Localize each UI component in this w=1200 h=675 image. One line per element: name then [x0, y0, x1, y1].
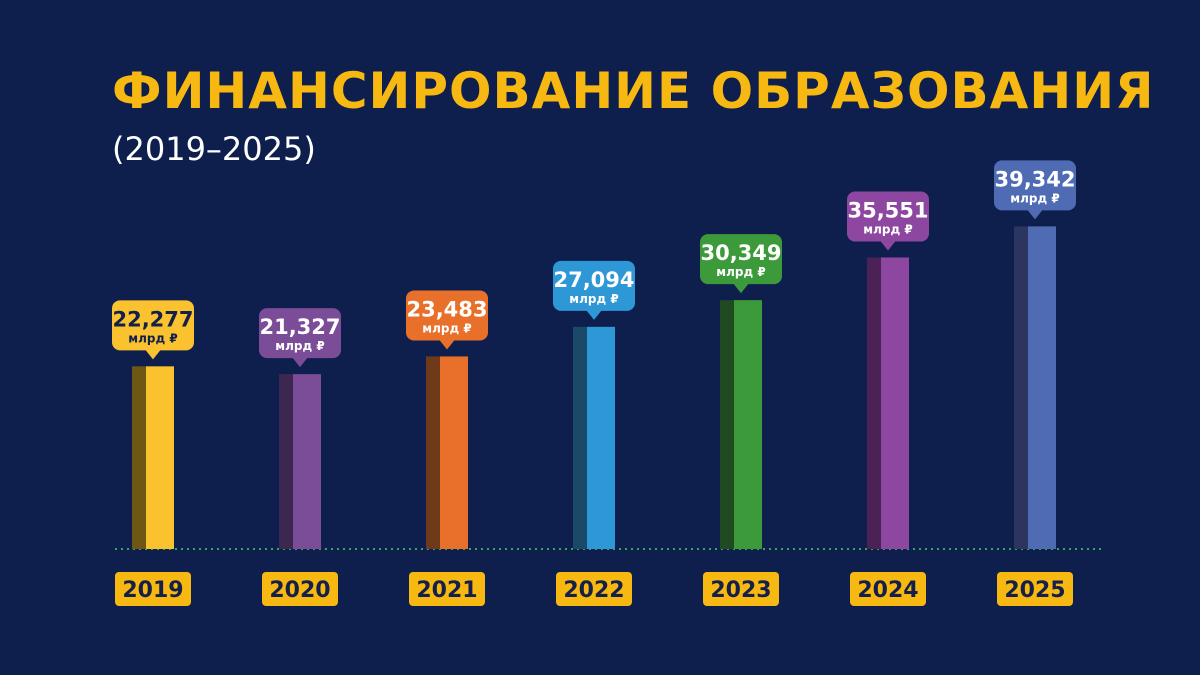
chart-subtitle: (2019–2025)	[112, 130, 316, 168]
bar-shade-2023	[720, 300, 734, 549]
unit-label-2024: млрд ₽	[863, 222, 912, 236]
value-label-2021: 23,483	[406, 297, 487, 321]
year-badge-2024	[850, 572, 926, 606]
year-label-2021: 2021	[416, 578, 477, 603]
value-label-2025: 39,342	[994, 167, 1075, 191]
year-label-2024: 2024	[857, 578, 918, 603]
callout-pointer-2020	[292, 357, 308, 368]
unit-label-2020: млрд ₽	[275, 339, 324, 353]
year-badge-2020	[262, 572, 338, 606]
value-callout-2025	[994, 160, 1076, 211]
bar-2025	[1028, 226, 1056, 549]
value-callout-2020	[259, 308, 341, 359]
value-label-2024: 35,551	[847, 198, 928, 222]
unit-label-2021: млрд ₽	[422, 321, 471, 335]
year-badge-2019	[115, 572, 191, 606]
bar-shade-2019	[132, 366, 146, 549]
callout-pointer-2024	[880, 240, 896, 251]
year-badge-2021	[409, 572, 485, 606]
bar-2020	[293, 374, 321, 549]
bar-2022	[587, 326, 615, 549]
year-badge-2025	[997, 572, 1073, 606]
callout-pointer-2023	[733, 283, 749, 294]
callout-pointer-2025	[1027, 209, 1043, 220]
callout-pointer-2019	[145, 349, 161, 360]
year-label-2020: 2020	[269, 578, 330, 603]
year-label-2022: 2022	[563, 578, 624, 603]
bar-shade-2020	[279, 374, 293, 549]
unit-label-2019: млрд ₽	[128, 331, 177, 345]
bar-shade-2024	[867, 257, 881, 549]
unit-label-2022: млрд ₽	[569, 292, 618, 306]
unit-label-2023: млрд ₽	[716, 265, 765, 279]
year-label-2023: 2023	[710, 578, 771, 603]
callout-pointer-2022	[586, 309, 602, 320]
bar-shade-2025	[1014, 226, 1028, 549]
callout-pointer-2021	[439, 339, 455, 350]
bar-2023	[734, 300, 762, 549]
unit-label-2025: млрд ₽	[1010, 191, 1059, 205]
year-label-2019: 2019	[122, 578, 183, 603]
value-callout-2022	[553, 260, 635, 311]
value-callout-2019	[112, 300, 194, 351]
year-label-2025: 2025	[1004, 578, 1065, 603]
chart-title: ФИНАНСИРОВАНИЕ ОБРАЗОВАНИЯ	[112, 62, 1155, 120]
bar-2019	[146, 366, 174, 549]
bar-shade-2022	[573, 326, 587, 549]
value-callout-2023	[700, 234, 782, 285]
bar-2021	[440, 356, 468, 549]
value-label-2023: 30,349	[700, 241, 781, 265]
value-label-2022: 27,094	[553, 268, 634, 292]
value-callout-2021	[406, 290, 488, 341]
bar-shade-2021	[426, 356, 440, 549]
value-callout-2024	[847, 191, 929, 242]
value-label-2019: 22,277	[112, 307, 193, 331]
year-badge-2022	[556, 572, 632, 606]
year-badge-2023	[703, 572, 779, 606]
value-label-2020: 21,327	[259, 315, 340, 339]
bar-2024	[881, 257, 909, 549]
